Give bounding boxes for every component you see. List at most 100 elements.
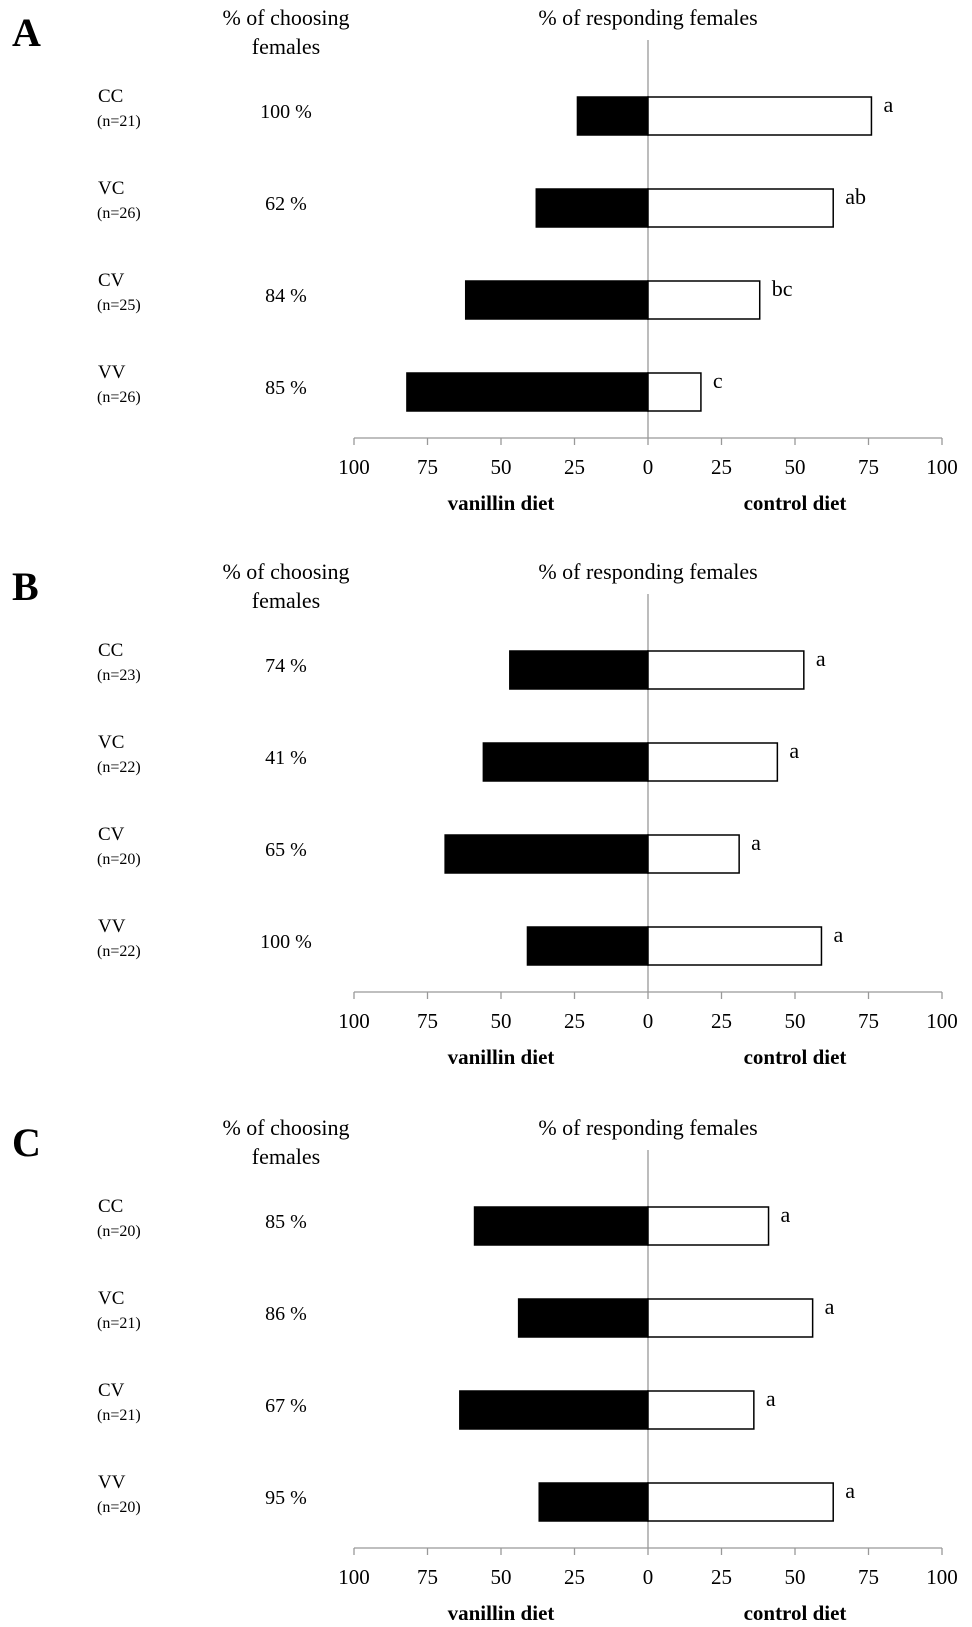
panel-letter: C [12, 1120, 41, 1165]
group-name: CV [98, 270, 125, 291]
choosing-percent: 95 % [265, 1487, 307, 1509]
choosing-percent: 67 % [265, 1395, 307, 1417]
vanillin-diet-label: vanillin diet [448, 1601, 555, 1625]
group-n: (n=20) [97, 1499, 141, 1516]
group-n: (n=22) [97, 943, 141, 960]
choosing-header-line2: females [252, 588, 320, 613]
x-tick-label: 50 [785, 1565, 806, 1589]
choosing-percent: 100 % [260, 101, 312, 123]
choosing-header-line1: % of choosing [222, 5, 349, 30]
group-name: VC [98, 1288, 124, 1309]
x-tick-label: 25 [564, 1565, 585, 1589]
x-tick-label: 75 [417, 455, 438, 479]
vanillin-bar [482, 742, 649, 782]
group-name: CV [98, 824, 125, 845]
group-n: (n=23) [97, 667, 141, 684]
significance-letter: a [845, 1478, 855, 1503]
significance-letter: a [751, 830, 761, 855]
significance-letter: ab [845, 184, 866, 209]
control-bar [647, 1390, 755, 1430]
control-bar [647, 650, 805, 690]
control-bar [647, 1206, 770, 1246]
x-tick-label: 25 [564, 455, 585, 479]
x-tick-label: 50 [491, 1009, 512, 1033]
group-n: (n=22) [97, 759, 141, 776]
panel-letter: A [12, 10, 41, 55]
control-bar [647, 1482, 834, 1522]
choosing-percent: 65 % [265, 839, 307, 861]
control-bar [647, 742, 779, 782]
group-name: VV [98, 1472, 126, 1493]
choosing-percent: 85 % [265, 377, 307, 399]
x-tick-label: 25 [711, 1009, 732, 1033]
choosing-header-line2: females [252, 1144, 320, 1169]
vanillin-bar [444, 834, 649, 874]
x-tick-label: 25 [711, 1565, 732, 1589]
choosing-header-line2: females [252, 34, 320, 59]
group-name: CC [98, 1196, 123, 1217]
vanillin-bar [576, 96, 649, 136]
group-n: (n=21) [97, 1315, 141, 1332]
vanillin-bar [535, 188, 649, 228]
control-diet-label: control diet [744, 491, 847, 515]
significance-letter: a [789, 738, 799, 763]
group-n: (n=20) [97, 1223, 141, 1240]
group-name: VV [98, 362, 126, 383]
group-n: (n=26) [97, 205, 141, 222]
x-tick-label: 25 [711, 455, 732, 479]
significance-letter: bc [772, 276, 793, 301]
x-tick-label: 50 [785, 1009, 806, 1033]
responding-header: % of responding females [538, 1115, 757, 1140]
group-name: CC [98, 86, 123, 107]
responding-header: % of responding females [538, 5, 757, 30]
x-tick-label: 100 [338, 1009, 370, 1033]
control-bar [647, 1298, 814, 1338]
choosing-percent: 74 % [265, 655, 307, 677]
group-name: VC [98, 178, 124, 199]
control-bar [647, 834, 740, 874]
group-name: CV [98, 1380, 125, 1401]
x-tick-label: 0 [643, 1009, 654, 1033]
significance-letter: a [766, 1386, 776, 1411]
vanillin-bar [526, 926, 649, 966]
vanillin-bar [459, 1390, 649, 1430]
significance-letter: a [816, 646, 826, 671]
control-bar [647, 372, 702, 412]
x-tick-label: 50 [785, 455, 806, 479]
control-diet-label: control diet [744, 1045, 847, 1069]
x-tick-label: 25 [564, 1009, 585, 1033]
significance-letter: a [781, 1202, 791, 1227]
control-bar [647, 188, 834, 228]
significance-letter: a [825, 1294, 835, 1319]
choosing-header-line1: % of choosing [222, 1115, 349, 1140]
choosing-percent: 41 % [265, 747, 307, 769]
group-n: (n=20) [97, 851, 141, 868]
group-n: (n=21) [97, 1407, 141, 1424]
group-n: (n=21) [97, 113, 141, 130]
x-tick-label: 100 [926, 455, 958, 479]
vanillin-diet-label: vanillin diet [448, 491, 555, 515]
vanillin-bar [538, 1482, 649, 1522]
control-bar [647, 926, 823, 966]
choosing-percent: 85 % [265, 1211, 307, 1233]
x-tick-label: 75 [858, 455, 879, 479]
group-name: VC [98, 732, 124, 753]
group-n: (n=26) [97, 389, 141, 406]
panel-letter: B [12, 564, 39, 609]
x-tick-label: 100 [338, 455, 370, 479]
choosing-percent: 86 % [265, 1303, 307, 1325]
x-tick-label: 50 [491, 455, 512, 479]
control-bar [647, 96, 873, 136]
x-tick-label: 75 [858, 1565, 879, 1589]
significance-letter: a [883, 92, 893, 117]
x-tick-label: 75 [417, 1009, 438, 1033]
choosing-percent: 62 % [265, 193, 307, 215]
vanillin-diet-label: vanillin diet [448, 1045, 555, 1069]
choosing-percent: 84 % [265, 285, 307, 307]
x-tick-label: 0 [643, 1565, 654, 1589]
vanillin-bar [473, 1206, 649, 1246]
group-name: CC [98, 640, 123, 661]
x-tick-label: 100 [338, 1565, 370, 1589]
group-n: (n=25) [97, 297, 141, 314]
